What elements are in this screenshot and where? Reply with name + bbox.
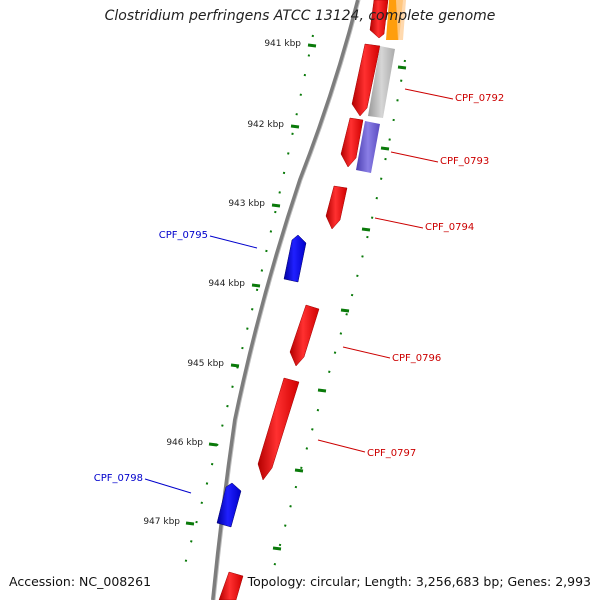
gene-feature-top[interactable] xyxy=(369,0,389,39)
orange-feature-light[interactable] xyxy=(396,0,406,40)
tick-mark-941 xyxy=(307,43,317,48)
tick-label: 944 kbp xyxy=(208,279,245,289)
gene-feature-cpf0796[interactable] xyxy=(289,304,320,367)
gene-label-cpf0797[interactable]: CPF_0797 xyxy=(367,448,416,459)
genes-value: 2,993 xyxy=(555,574,591,589)
gene-label-cpf0796[interactable]: CPF_0796 xyxy=(392,353,441,364)
outer-tick-1 xyxy=(397,65,407,70)
major-ticks xyxy=(185,43,407,551)
tick-ring-outer xyxy=(271,59,406,576)
genes-label: Genes: xyxy=(507,574,552,589)
gene-label-cpf0792[interactable]: CPF_0792 xyxy=(455,93,504,104)
tick-label: 943 kbp xyxy=(228,199,265,209)
gene-label-cpf0794[interactable]: CPF_0794 xyxy=(425,222,474,233)
tick-label: 941 kbp xyxy=(264,39,301,49)
tick-label: 946 kbp xyxy=(166,438,203,448)
leader-line-cpf0794 xyxy=(374,217,424,229)
tick-label: 947 kbp xyxy=(143,517,180,527)
outer-tick-3 xyxy=(361,227,371,232)
topology-label: Topology: xyxy=(247,574,307,589)
outer-tick-5 xyxy=(317,388,327,393)
gene-feature-cpf0794[interactable] xyxy=(325,185,348,230)
map-title: Clostridium perfringens ATCC 13124, comp… xyxy=(104,8,496,24)
gene-label-cpf0795[interactable]: CPF_0795 xyxy=(159,230,208,241)
tick-mark-945 xyxy=(230,363,240,368)
outer-tick-2 xyxy=(380,146,390,151)
gene-feature-cpf0792[interactable] xyxy=(351,43,381,117)
leader-line-cpf0798 xyxy=(144,478,192,494)
separator: ; xyxy=(356,574,365,589)
tick-mark-946 xyxy=(208,442,218,447)
outer-tick-4 xyxy=(340,308,350,313)
gene-label-cpf0798[interactable]: CPF_0798 xyxy=(94,473,143,484)
length-value: 3,256,683 bp xyxy=(415,574,500,589)
tick-mark-944 xyxy=(251,283,261,288)
tick-mark-943 xyxy=(271,203,281,208)
gene-feature-cpf0795[interactable] xyxy=(283,234,307,283)
purple-feature[interactable] xyxy=(356,121,380,173)
forward-genes xyxy=(218,0,389,600)
tick-ring-inner xyxy=(181,34,314,576)
gene-feature-cpf0797[interactable] xyxy=(257,377,300,481)
tick-mark-942 xyxy=(290,124,300,129)
tick-label: 942 kbp xyxy=(247,120,284,130)
leader-line-cpf0793 xyxy=(390,151,439,163)
accession-value: NC_008261 xyxy=(79,574,152,589)
topology-value: circular xyxy=(310,574,357,589)
tick-mark-947 xyxy=(185,521,195,526)
leader-line-cpf0797 xyxy=(317,439,366,453)
genome-summary: Topology: circular; Length: 3,256,683 bp… xyxy=(248,574,591,589)
gene-label-cpf0793[interactable]: CPF_0793 xyxy=(440,156,489,167)
leader-line-cpf0792 xyxy=(404,88,454,100)
separator: ; xyxy=(499,574,508,589)
accession-label: Accession: xyxy=(9,574,76,589)
accession-info: Accession: NC_008261 xyxy=(9,574,151,589)
other-features xyxy=(356,0,406,173)
gene-feature-bottom[interactable] xyxy=(218,571,244,600)
length-label: Length: xyxy=(364,574,412,589)
gene-feature-cpf0793[interactable] xyxy=(340,117,364,168)
tick-label: 945 kbp xyxy=(187,359,224,369)
grey-feature[interactable] xyxy=(368,46,395,118)
genome-backbone-highlight xyxy=(214,0,361,600)
leader-line-cpf0796 xyxy=(342,346,391,359)
leader-line-cpf0795 xyxy=(209,235,258,249)
outer-tick-6 xyxy=(294,468,304,473)
gene-feature-cpf0798[interactable] xyxy=(216,482,242,528)
reverse-genes xyxy=(216,234,307,528)
outer-tick-7 xyxy=(272,546,282,551)
